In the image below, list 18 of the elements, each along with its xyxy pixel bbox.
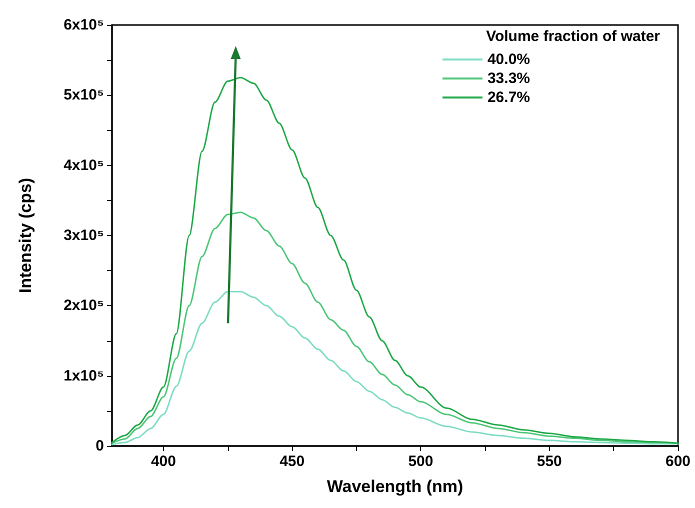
legend-title: Volume fraction of water bbox=[486, 28, 660, 45]
x-tick-label: 450 bbox=[280, 453, 305, 470]
x-tick-label: 600 bbox=[665, 453, 691, 470]
x-axis-title: Wavelength (nm) bbox=[326, 477, 464, 496]
legend-label: 40.0% bbox=[487, 51, 530, 68]
legend-label: 33.3% bbox=[487, 70, 530, 87]
y-tick-label: 3x10⁵ bbox=[64, 227, 104, 244]
y-tick-label: 5x10⁵ bbox=[64, 86, 104, 104]
y-tick-label: 6x10⁵ bbox=[64, 16, 104, 34]
x-tick-label: 500 bbox=[408, 453, 434, 470]
y-tick-label: 2x10⁵ bbox=[64, 297, 104, 314]
y-tick-label: 0 bbox=[96, 438, 104, 454]
x-tick-label: 400 bbox=[150, 453, 176, 470]
y-axis-title: Intensity (cps) bbox=[16, 178, 35, 294]
y-tick-label: 1x10⁵ bbox=[64, 367, 104, 384]
y-tick-label: 4x10⁵ bbox=[64, 156, 104, 174]
x-tick-label: 550 bbox=[536, 453, 562, 470]
legend-label: 26.7% bbox=[487, 89, 530, 106]
